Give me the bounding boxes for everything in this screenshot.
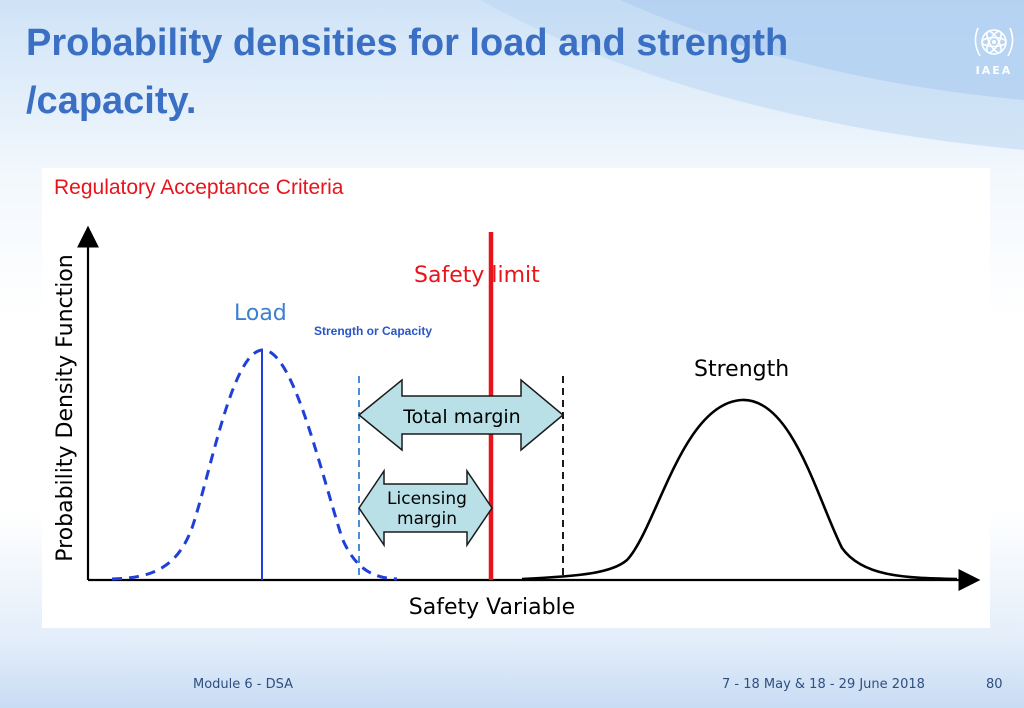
licensing-margin-arrow — [358, 468, 493, 548]
slide-title-line1: Probability densities for load and stren… — [26, 22, 789, 64]
licensing-margin-label-line2: margin — [397, 509, 457, 529]
figure-drawing: Regulatory Acceptance Criteria Probabili… — [53, 176, 981, 620]
y-axis-label: Probability Density Function — [53, 254, 78, 562]
strength-label: Strength — [694, 357, 789, 382]
iaea-logo-icon — [974, 27, 1014, 57]
footer-dates: 7 - 18 May & 18 - 29 June 2018 — [722, 677, 925, 692]
x-axis-label: Safety Variable — [409, 595, 575, 620]
licensing-margin-label-line1: Licensing — [387, 489, 467, 509]
load-strength-figure: Regulatory Acceptance Criteria Probabili… — [42, 168, 990, 628]
total-margin-label: Total margin — [402, 406, 520, 428]
safety-limit-label: Safety limit — [414, 263, 540, 288]
total-margin-arrow — [357, 378, 565, 452]
slide-title: Probability densities for load and stren… — [26, 14, 926, 130]
strength-or-capacity-label: Strength or Capacity — [314, 324, 432, 338]
load-label: Load — [234, 301, 287, 326]
figure-heading: Regulatory Acceptance Criteria — [54, 176, 344, 199]
load-curve — [111, 348, 398, 581]
footer-page-number: 80 — [986, 677, 1003, 692]
footer-module: Module 6 - DSA — [193, 677, 294, 692]
strength-curve — [521, 398, 958, 581]
slide-title-line2: /capacity. — [26, 80, 197, 122]
iaea-logo-text: IAEA — [975, 64, 1013, 77]
